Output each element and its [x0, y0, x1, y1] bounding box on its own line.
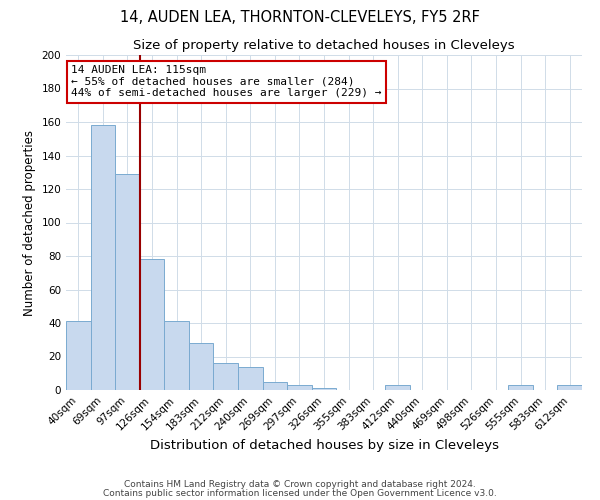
Text: Contains public sector information licensed under the Open Government Licence v3: Contains public sector information licen…	[103, 489, 497, 498]
Bar	[189, 343, 214, 390]
Bar	[164, 322, 189, 390]
Bar	[557, 385, 582, 390]
Bar	[263, 382, 287, 390]
Bar	[66, 322, 91, 390]
Bar	[287, 385, 312, 390]
Bar	[385, 385, 410, 390]
Bar	[238, 366, 263, 390]
Text: 14, AUDEN LEA, THORNTON-CLEVELEYS, FY5 2RF: 14, AUDEN LEA, THORNTON-CLEVELEYS, FY5 2…	[120, 10, 480, 25]
Text: Contains HM Land Registry data © Crown copyright and database right 2024.: Contains HM Land Registry data © Crown c…	[124, 480, 476, 489]
Bar	[508, 385, 533, 390]
Bar	[140, 260, 164, 390]
Text: 14 AUDEN LEA: 115sqm
← 55% of detached houses are smaller (284)
44% of semi-deta: 14 AUDEN LEA: 115sqm ← 55% of detached h…	[71, 65, 382, 98]
Bar	[312, 388, 336, 390]
Title: Size of property relative to detached houses in Cleveleys: Size of property relative to detached ho…	[133, 40, 515, 52]
X-axis label: Distribution of detached houses by size in Cleveleys: Distribution of detached houses by size …	[149, 438, 499, 452]
Bar	[214, 363, 238, 390]
Y-axis label: Number of detached properties: Number of detached properties	[23, 130, 36, 316]
Bar	[115, 174, 140, 390]
Bar	[91, 126, 115, 390]
